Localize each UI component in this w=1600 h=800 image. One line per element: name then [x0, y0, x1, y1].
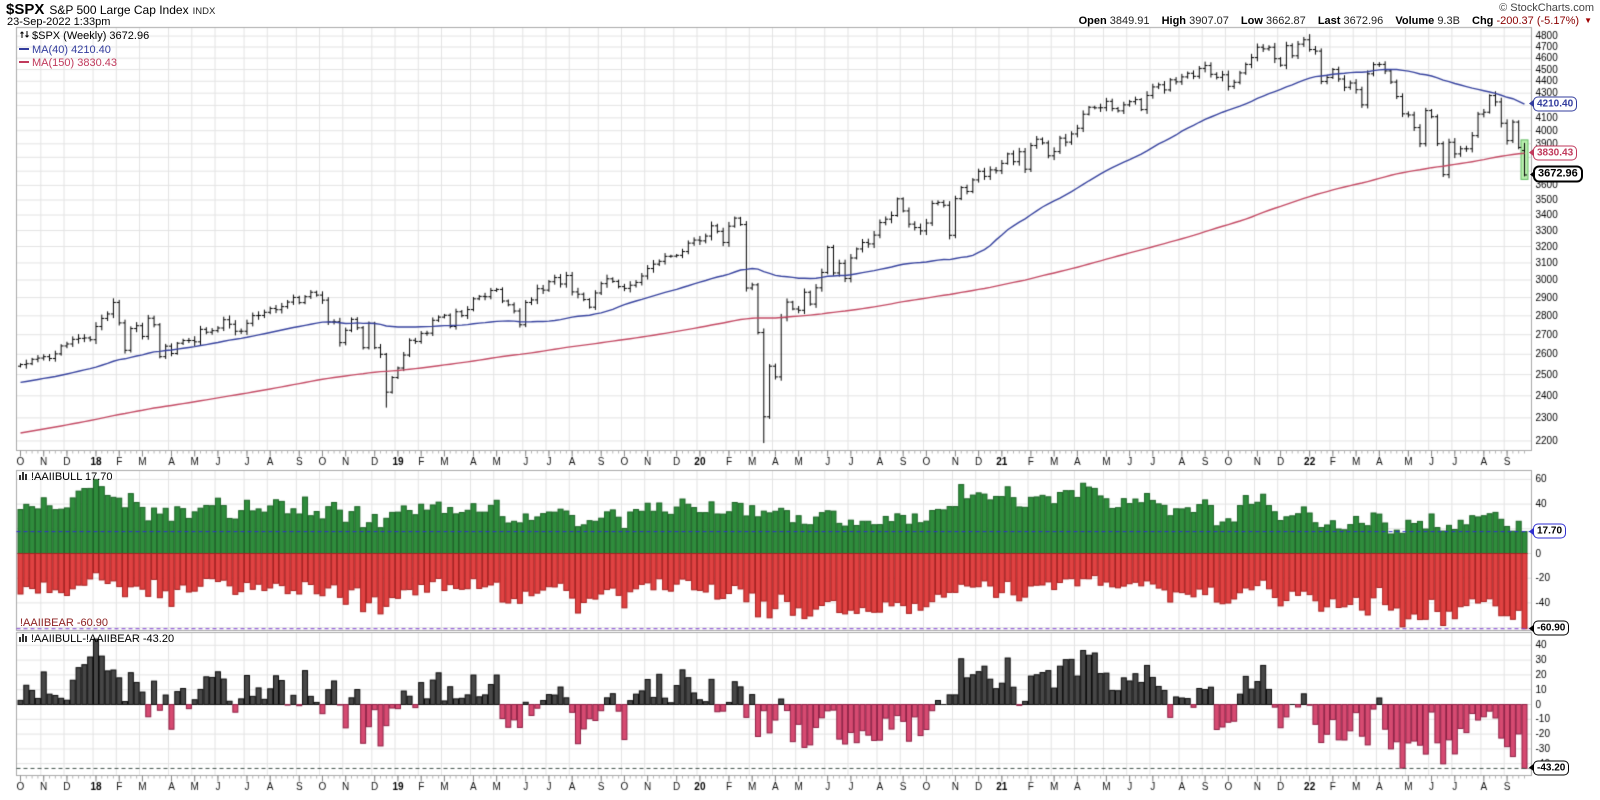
timestamp: 23-Sep-2022 1:33pm	[7, 16, 111, 28]
last-label: Last	[1317, 15, 1341, 27]
ma150-legend: MA(150) 3830.43	[32, 57, 117, 69]
ma40-line-swatch	[19, 48, 29, 50]
co-spread: -43.20	[1533, 760, 1570, 776]
co-ma150: 3830.43	[1533, 145, 1578, 161]
ma40-legend: MA(40) 4210.40	[32, 44, 111, 56]
low-value: 3662.87	[1265, 15, 1306, 27]
open-label: Open	[1078, 15, 1107, 27]
exchange-label: INDX	[192, 6, 216, 17]
histogram-icon	[18, 470, 29, 484]
chg-label: Chg	[1472, 15, 1494, 27]
price-legend: $SPX (Weekly) 3672.96 MA(40) 4210.40 MA(…	[19, 29, 149, 70]
spread-legend-text: !AAIIBULL-!AAIIBEAR -43.20	[31, 633, 175, 645]
low-label: Low	[1240, 15, 1263, 27]
histogram-icon	[18, 632, 29, 646]
co-bear: -60.90	[1533, 620, 1570, 636]
chg-value: -200.37 (-5.17%)	[1496, 15, 1580, 27]
ohlc-bars-icon	[19, 29, 30, 44]
co-bull: 17.70	[1533, 523, 1567, 539]
spread-legend: !AAIIBULL-!AAIIBEAR -43.20	[18, 632, 174, 646]
high-label: High	[1161, 15, 1187, 27]
ma150-line-swatch	[19, 61, 29, 63]
aaiibull-legend-text: !AAIIBULL 17.70	[31, 471, 113, 483]
chg-down-triangle-icon[interactable]: ▼	[1584, 16, 1592, 25]
price-legend-title: $SPX (Weekly) 3672.96	[32, 30, 150, 42]
volume-label: Volume	[1395, 15, 1435, 27]
symbol: $SPX	[6, 1, 45, 18]
index-name: S&P 500 Large Cap Index	[49, 3, 189, 17]
stockcharts-credit: © StockCharts.com	[1499, 2, 1594, 14]
co-ma40: 4210.40	[1533, 96, 1578, 112]
title-row: $SPX S&P 500 Large Cap Index INDX	[6, 1, 215, 18]
last-value: 3672.96	[1343, 15, 1384, 27]
aaiibear-label: !AAIIBEAR -60.90	[20, 617, 109, 629]
open-value: 3849.91	[1109, 15, 1150, 27]
co-last: 3672.96	[1533, 165, 1583, 183]
quote-bar: Open 3849.91 High 3907.07 Low 3662.87 La…	[1079, 15, 1592, 27]
aaiibull-legend: !AAIIBULL 17.70	[18, 470, 113, 484]
high-value: 3907.07	[1189, 15, 1229, 27]
volume-value: 9.3B	[1437, 15, 1460, 27]
